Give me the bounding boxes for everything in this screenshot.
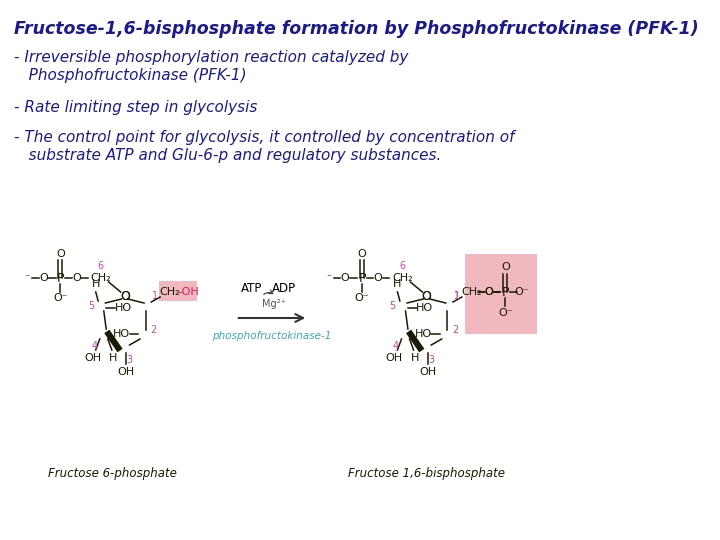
Text: 4: 4 [393, 341, 399, 351]
Text: O: O [421, 289, 431, 302]
Text: 6: 6 [399, 261, 405, 271]
Text: CH₂: CH₂ [392, 273, 413, 283]
Text: O: O [358, 249, 366, 259]
Text: ⁻: ⁻ [24, 273, 30, 283]
Text: HO: HO [416, 303, 433, 313]
Text: CH₂: CH₂ [90, 273, 111, 283]
Text: O: O [501, 262, 510, 272]
Text: phosphofructokinase-1: phosphofructokinase-1 [212, 331, 332, 341]
Text: OH: OH [420, 367, 436, 377]
Text: 1: 1 [454, 291, 460, 301]
Text: O: O [72, 273, 81, 283]
Text: O⁻: O⁻ [53, 293, 68, 303]
Text: 1: 1 [152, 291, 158, 301]
Text: –OH: –OH [176, 287, 199, 297]
Text: OH: OH [118, 367, 135, 377]
Text: O: O [341, 273, 349, 283]
Text: ADP: ADP [272, 281, 296, 294]
Text: 5: 5 [88, 301, 94, 311]
Text: O: O [374, 273, 382, 283]
Text: O: O [120, 289, 130, 302]
FancyArrowPatch shape [238, 314, 303, 322]
Text: HO: HO [415, 329, 432, 339]
Text: Fructose 6-phosphate: Fructose 6-phosphate [48, 467, 177, 480]
Bar [158, 281, 197, 301]
Text: O⁻: O⁻ [498, 308, 513, 318]
FancyArrowPatch shape [264, 290, 273, 294]
Text: substrate ATP and Glu-6-p and regulatory substances.: substrate ATP and Glu-6-p and regulatory… [14, 148, 442, 163]
Text: O: O [39, 273, 48, 283]
Text: Mg²⁺: Mg²⁺ [261, 299, 285, 309]
Text: O: O [120, 289, 130, 302]
Text: - Rate limiting step in glycolysis: - Rate limiting step in glycolysis [14, 100, 258, 115]
Text: 4: 4 [91, 341, 97, 351]
Text: O: O [485, 287, 494, 297]
Text: - The control point for glycolysis, it controlled by concentration of: - The control point for glycolysis, it c… [14, 130, 515, 145]
Text: O: O [56, 249, 65, 259]
Text: Fructose 1,6-bisphosphate: Fructose 1,6-bisphosphate [348, 467, 505, 480]
Text: OH: OH [84, 353, 101, 363]
Text: OH: OH [386, 353, 402, 363]
Text: 3: 3 [428, 355, 434, 365]
Text: P: P [359, 272, 366, 285]
Text: O: O [421, 289, 431, 302]
Text: 3: 3 [127, 355, 132, 365]
Text: O⁻: O⁻ [514, 287, 528, 297]
Text: HO: HO [113, 329, 130, 339]
Text: O⁻: O⁻ [355, 293, 369, 303]
Text: Fructose-1,6-bisphosphate formation by Phosphofructokinase (PFK-1): Fructose-1,6-bisphosphate formation by P… [14, 20, 699, 38]
Text: ATP: ATP [241, 281, 263, 294]
Text: H: H [411, 353, 419, 363]
Bar [465, 254, 537, 334]
Text: CH₂: CH₂ [462, 287, 482, 297]
Text: H: H [393, 279, 402, 289]
Text: O: O [485, 287, 494, 297]
Text: 2: 2 [150, 325, 157, 335]
Text: HO: HO [114, 303, 132, 313]
Text: Phosphofructokinase (PFK-1): Phosphofructokinase (PFK-1) [14, 68, 247, 83]
Text: - Irreversible phosphorylation reaction catalyzed by: - Irreversible phosphorylation reaction … [14, 50, 409, 65]
Text: 6: 6 [97, 261, 104, 271]
Text: H: H [91, 279, 100, 289]
Text: P: P [502, 286, 509, 299]
Text: H: H [109, 353, 117, 363]
Text: 5: 5 [390, 301, 396, 311]
Text: ⁻: ⁻ [326, 273, 332, 283]
Text: CH₂: CH₂ [159, 287, 180, 297]
Text: 2: 2 [452, 325, 459, 335]
Text: 1: 1 [454, 291, 460, 301]
Text: P: P [57, 272, 64, 285]
